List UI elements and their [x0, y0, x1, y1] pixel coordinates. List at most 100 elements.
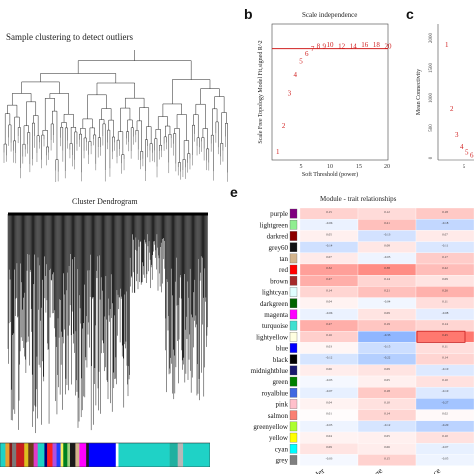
cell-value: 0.05	[384, 378, 390, 382]
module-swatch	[289, 242, 298, 252]
module-swatch	[289, 455, 298, 465]
trait-label: Race	[424, 466, 442, 474]
cell-value: 0.14	[442, 322, 448, 326]
cell-value: 0.14	[442, 356, 448, 360]
y-axis-label: Scale Free Topology Model Fit,signed R^2	[258, 40, 264, 143]
cell-value: 0.15	[384, 456, 390, 460]
cell-value: 0.10	[442, 434, 448, 438]
cell-value: 0.06	[326, 367, 332, 371]
module-swatch	[289, 231, 298, 241]
connectivity-point: 5	[465, 149, 469, 157]
cell-value: 0.01	[326, 412, 332, 416]
cell-value: -0.18	[442, 221, 449, 225]
cell-value: -0.33	[384, 333, 391, 337]
cell-value: 0.04	[326, 400, 332, 404]
scale-independence-title: Scale independence	[302, 11, 358, 19]
cell-value: 0.11	[442, 300, 448, 304]
module-swatch	[289, 410, 298, 420]
cell-value: 0.06	[384, 445, 390, 449]
cell-value: -0.07	[442, 445, 449, 449]
module-swatch	[289, 354, 298, 364]
x-axis-label: Soft Threshold (power)	[302, 171, 358, 178]
sample-dendrogram	[3, 50, 228, 183]
cell-value: 0.04	[326, 300, 332, 304]
x-tick-15: 15	[356, 164, 362, 170]
module-label: magenta	[264, 311, 289, 319]
cell-value: 0.05	[326, 232, 332, 236]
panel-letter-b: b	[244, 6, 253, 22]
connectivity-point: 1	[445, 41, 449, 49]
cell-value: -0.12	[326, 356, 333, 360]
module-label: grey60	[269, 244, 289, 252]
module-label: black	[273, 356, 289, 364]
cell-value: -0.05	[442, 456, 449, 460]
gene-dendrogram	[0, 212, 210, 467]
cell-value: 0.27	[326, 277, 332, 281]
heatmap-cell	[415, 454, 474, 466]
module-swatch	[289, 309, 298, 320]
module-label: darkgreen	[260, 300, 288, 308]
module-swatch	[289, 376, 298, 387]
power-point: 18	[373, 41, 381, 49]
cell-value: 0.12	[384, 210, 390, 214]
power-point: 14	[350, 42, 358, 50]
cell-value: -0.03	[326, 456, 333, 460]
module-label: lightcyan	[262, 289, 289, 297]
y-axis-label: Mean Connectivity	[416, 69, 422, 115]
panel-letter-e: e	[230, 184, 238, 200]
cell-value: 0.21	[384, 221, 390, 225]
module-swatch	[289, 365, 298, 376]
cell-value: 0.08	[384, 244, 390, 248]
x-tick-20: 20	[384, 164, 390, 170]
y-tick-2000: 2000	[429, 33, 434, 44]
power-point: 4	[293, 71, 297, 79]
module-swatch	[289, 208, 298, 219]
module-swatch	[289, 343, 298, 353]
cell-value: 0.14	[384, 277, 390, 281]
cell-value: 0.38	[384, 266, 390, 270]
y-tick-1500: 1500	[429, 63, 434, 74]
cell-value: 0.14	[384, 412, 390, 416]
y-tick-1000: 1000	[429, 93, 434, 104]
y-tick-500: 500	[429, 124, 434, 132]
cell-value: -0.06	[326, 311, 333, 315]
power-point: 12	[338, 42, 346, 50]
cell-value: 0.04	[326, 434, 332, 438]
x-tick-10: 10	[327, 164, 333, 170]
module-swatch	[289, 276, 298, 286]
module-label: royalblue	[262, 389, 288, 397]
cell-value: 0.09	[442, 277, 448, 281]
module-swatch	[289, 264, 298, 275]
cell-value: -0.27	[442, 400, 449, 404]
module-swatch	[289, 287, 298, 297]
cell-value: 0.15	[326, 210, 332, 214]
panel-letter-c: c	[406, 6, 414, 22]
module-swatch	[289, 388, 298, 398]
module-label: midnightblue	[251, 367, 288, 375]
cell-value: 0.26	[442, 288, 448, 292]
connectivity-point: 4	[460, 143, 464, 151]
power-point: 1	[276, 148, 280, 156]
module-label: red	[279, 266, 288, 274]
power-point: 2	[282, 122, 286, 130]
cell-value: 0.27	[326, 322, 332, 326]
trait-label: Gender	[302, 466, 326, 474]
connectivity-point: 2	[450, 105, 454, 113]
power-point: 9	[322, 42, 326, 50]
module-label: cyan	[275, 445, 289, 453]
cell-value: 0.18	[442, 210, 448, 214]
cell-value: -0.14	[326, 244, 333, 248]
cell-value: -0.05	[326, 423, 333, 427]
power-point: 5	[299, 57, 303, 65]
cell-value: -0.06	[326, 221, 333, 225]
cluster-dendrogram-title: Cluster Dendrogram	[72, 197, 138, 206]
module-trait-heatmap: purple lightgreen darkred grey60 tan red brown…	[251, 207, 474, 474]
cell-value: 0.14	[326, 288, 332, 292]
x-tick-5: 5	[300, 164, 303, 170]
module-label: tan	[279, 255, 288, 263]
cell-value: -0.10	[442, 367, 449, 371]
module-swatch	[289, 421, 298, 432]
cell-value: 0.09	[326, 445, 332, 449]
module-swatch	[289, 253, 298, 264]
module-swatch	[289, 320, 298, 331]
